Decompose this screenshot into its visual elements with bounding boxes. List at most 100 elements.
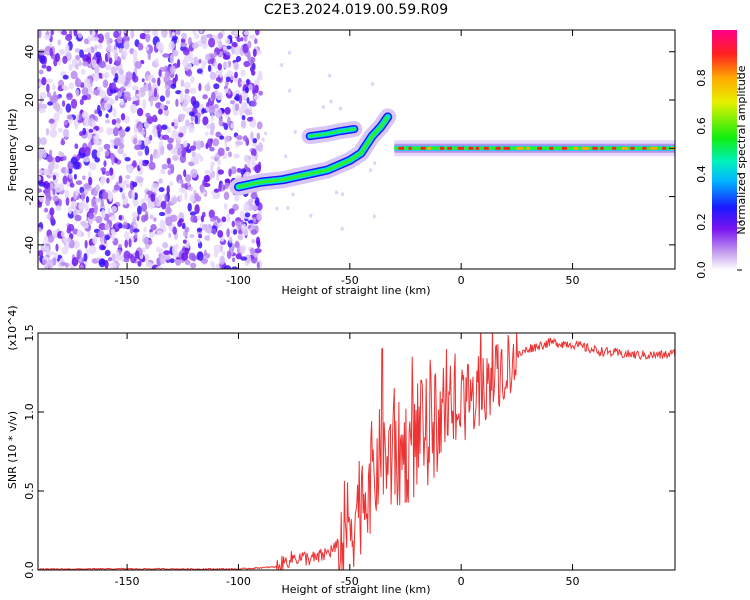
colorbar-ticks: 0.0 0.2 0.4 0.6 0.8 <box>695 69 742 279</box>
carrier-peak-segment <box>457 146 464 150</box>
noise-blob <box>198 58 202 64</box>
noise-blob <box>68 63 73 71</box>
spectrogram-ytick-label: -20 <box>23 188 36 206</box>
colorbar-tick-label: 0.4 <box>695 165 708 183</box>
noise-blob <box>225 146 230 152</box>
noise-blob <box>239 244 246 254</box>
noise-blob <box>254 38 258 45</box>
noise-blob <box>197 239 201 244</box>
noise-blob <box>144 159 150 165</box>
noise-blob <box>38 188 43 193</box>
noise-blob <box>240 119 247 129</box>
noise-blob <box>210 161 215 167</box>
noise-blob <box>124 239 128 249</box>
noise-blob <box>156 246 160 253</box>
snr-series-line <box>38 333 675 570</box>
noise-blob <box>74 63 79 70</box>
noise-blob <box>189 262 197 269</box>
noise-blob <box>105 119 110 124</box>
noise-blob <box>215 77 222 82</box>
noise-blob <box>122 49 128 58</box>
noise-blob <box>224 88 229 94</box>
noise-blob <box>111 253 116 262</box>
noise-blob <box>55 205 62 211</box>
noise-blob <box>79 147 86 154</box>
noise-blob <box>163 75 171 84</box>
noise-blob <box>217 169 224 175</box>
noise-blob <box>38 81 43 87</box>
noise-blob <box>166 126 171 134</box>
carrier-peak-segment <box>447 146 452 150</box>
noise-blob <box>193 59 200 66</box>
noise-blob <box>98 190 104 201</box>
noise-blob <box>91 36 100 42</box>
noise-blob <box>168 41 175 51</box>
noise-blob <box>199 184 204 193</box>
noise-blob <box>133 137 138 145</box>
noise-blob <box>256 121 263 130</box>
noise-blob <box>38 193 45 203</box>
noise-blob <box>81 191 85 201</box>
noise-blob <box>140 198 145 204</box>
noise-blob <box>219 69 223 78</box>
noise-blob <box>65 197 70 206</box>
noise-blob <box>52 174 57 181</box>
noise-blob <box>166 100 170 105</box>
noise-blob <box>100 176 107 184</box>
noise-blob <box>44 207 49 213</box>
noise-blob <box>243 35 248 42</box>
spectrogram-ytick-label: 20 <box>23 93 36 107</box>
noise-blob <box>109 167 114 176</box>
noise-blob <box>47 259 54 269</box>
noise-blob <box>169 65 176 74</box>
noise-blob <box>125 174 131 180</box>
noise-blob <box>93 89 100 96</box>
noise-blob <box>92 135 100 145</box>
noise-blob <box>113 137 121 147</box>
snr-panel: -150 -100 -50 0 50 0.0 0.5 1.0 1.5 Height of str… <box>6 305 676 596</box>
carrier-peak-segment <box>526 146 530 150</box>
noise-blob <box>235 253 242 260</box>
noise-blob <box>68 82 74 90</box>
noise-blob <box>243 202 250 213</box>
noise-blob <box>224 107 231 115</box>
noise-blob <box>57 127 63 133</box>
noise-blob <box>251 148 257 157</box>
noise-blob <box>94 44 98 50</box>
noise-blob <box>200 215 204 223</box>
spectrogram-ylabel: Frequency (Hz) <box>6 109 19 192</box>
noise-blob <box>243 30 250 36</box>
sparse-noise-dot <box>321 105 326 109</box>
noise-blob <box>166 143 173 151</box>
snr-ytick-label: 0.0 <box>23 561 36 579</box>
noise-blob <box>94 197 102 203</box>
noise-blob <box>250 192 258 200</box>
noise-blob <box>91 120 96 128</box>
noise-blob <box>229 100 236 105</box>
noise-blob <box>95 215 103 224</box>
sparse-noise-dot <box>291 192 295 197</box>
noise-blob <box>250 100 257 107</box>
noise-blob <box>189 111 195 117</box>
noise-blob <box>251 155 256 163</box>
noise-blob <box>194 204 200 215</box>
noise-blob <box>208 105 216 115</box>
noise-blob <box>217 147 225 157</box>
noise-blob <box>54 183 62 193</box>
snr-xtick-label: -150 <box>115 575 140 588</box>
noise-blob <box>252 88 256 95</box>
noise-blob <box>184 247 189 255</box>
noise-blob <box>59 182 64 192</box>
noise-blob <box>207 138 213 148</box>
noise-blob <box>142 247 146 253</box>
noise-blob <box>201 60 206 69</box>
noise-blob <box>43 34 51 40</box>
noise-blob <box>61 30 68 36</box>
noise-blob <box>180 42 188 48</box>
noise-blob <box>57 39 61 46</box>
noise-blob <box>143 214 149 221</box>
noise-blob <box>147 50 151 61</box>
noise-blob <box>217 158 221 166</box>
noise-blob <box>232 257 236 263</box>
noise-blob <box>65 166 69 175</box>
